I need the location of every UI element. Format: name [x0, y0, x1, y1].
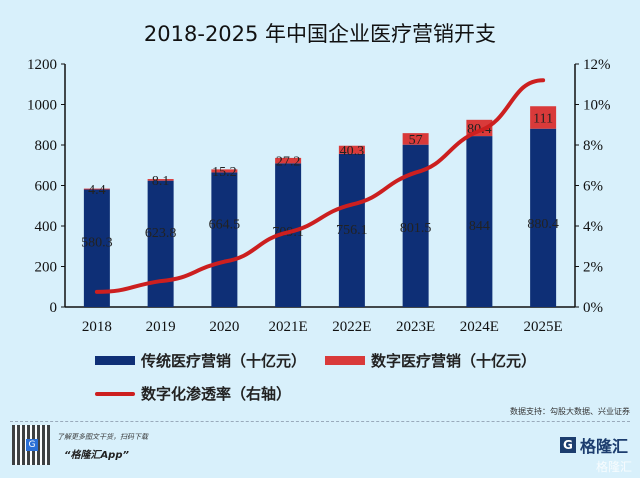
bar-digital: [338, 145, 365, 154]
legend-item-digital: 数字医疗营销（十亿元）: [325, 350, 536, 371]
bar-digital: [83, 188, 110, 190]
bar-digital: [275, 157, 302, 164]
left-tick-label: 200: [35, 260, 58, 276]
bar-digital: [402, 133, 429, 145]
legend-item-traditional: 传统医疗营销（十亿元）: [95, 350, 306, 371]
x-tick-label: 2018: [82, 319, 112, 335]
bar-digital: [530, 106, 557, 129]
divider: [10, 421, 630, 422]
legend-swatch: [325, 356, 365, 365]
x-tick-label: 2025E: [524, 319, 563, 335]
right-tick-label: 4%: [583, 219, 603, 235]
bar-traditional: [466, 136, 493, 307]
x-tick-label: 2020: [209, 319, 239, 335]
bar-traditional: [211, 172, 238, 307]
legend-label: 数字医疗营销（十亿元）: [371, 352, 537, 370]
logo-icon: G: [559, 437, 576, 453]
left-tick-label: 800: [35, 138, 58, 154]
left-tick-label: 0: [50, 300, 58, 316]
bar-traditional: [338, 153, 365, 307]
brand-logo: G 格隆汇: [559, 433, 628, 457]
data-label-traditional: 801.5: [400, 221, 432, 236]
right-tick-label: 8%: [583, 138, 603, 154]
data-label-traditional: 623.8: [145, 226, 177, 241]
data-label-traditional: 756.1: [336, 223, 368, 238]
x-tick-label: 2023E: [396, 319, 435, 335]
app-name: “格隆汇App”: [64, 450, 129, 461]
legend-label: 传统医疗营销（十亿元）: [141, 352, 307, 370]
source-note: 数据支持：勾股大数据、兴业证券: [510, 407, 630, 416]
data-label-traditional: 844: [469, 219, 490, 234]
legend-item-penetration: 数字化渗透率（右轴）: [95, 383, 291, 404]
legend-label: 数字化渗透率（右轴）: [141, 385, 292, 403]
data-label-traditional: 664.5: [209, 217, 241, 232]
x-tick-label: 2024E: [460, 319, 499, 335]
data-label-digital: 4.4: [88, 183, 106, 198]
data-label-digital: 27.2: [276, 155, 301, 170]
data-label-digital: 57: [409, 133, 423, 148]
right-tick-label: 10%: [583, 98, 611, 114]
left-tick-label: 1200: [27, 57, 57, 73]
data-label-traditional: 880.4: [527, 217, 559, 232]
bar-traditional: [530, 128, 557, 307]
legend-line: [95, 391, 135, 396]
data-label-digital: 15.2: [212, 165, 237, 180]
chart: 0 200 400 600 800 1000 1200 0% 2% 4% 6% 8% 10% 12% 201…: [27, 57, 611, 335]
app-icon: G: [26, 439, 38, 451]
bar-digital: [211, 169, 238, 173]
x-tick-label: 2021E: [269, 319, 308, 335]
right-tick-label: 0%: [583, 300, 603, 316]
left-tick-label: 600: [35, 179, 58, 195]
data-label-digital: 8.1: [152, 174, 170, 189]
bar-digital: [147, 179, 174, 181]
left-tick-label: 1000: [27, 98, 57, 114]
x-tick-label: 2022E: [332, 319, 371, 335]
bar-traditional: [147, 180, 174, 307]
data-label-digital: 40.3: [340, 144, 365, 159]
right-tick-label: 6%: [583, 179, 603, 195]
right-tick-label: 12%: [583, 57, 611, 73]
left-tick-label: 400: [35, 219, 58, 235]
promo-text: 了解更多图文干货，扫码下载: [57, 433, 148, 441]
data-label-traditional: 580.3: [81, 235, 113, 250]
data-label-digital: 111: [533, 111, 553, 126]
watermark: 格隆汇: [595, 460, 632, 474]
bar-traditional: [83, 189, 110, 307]
x-tick-label: 2019: [146, 319, 176, 335]
legend-swatch: [95, 356, 135, 365]
chart-title: 2018-2025 年中国企业医疗营销开支: [143, 22, 497, 46]
right-tick-label: 2%: [583, 260, 603, 276]
